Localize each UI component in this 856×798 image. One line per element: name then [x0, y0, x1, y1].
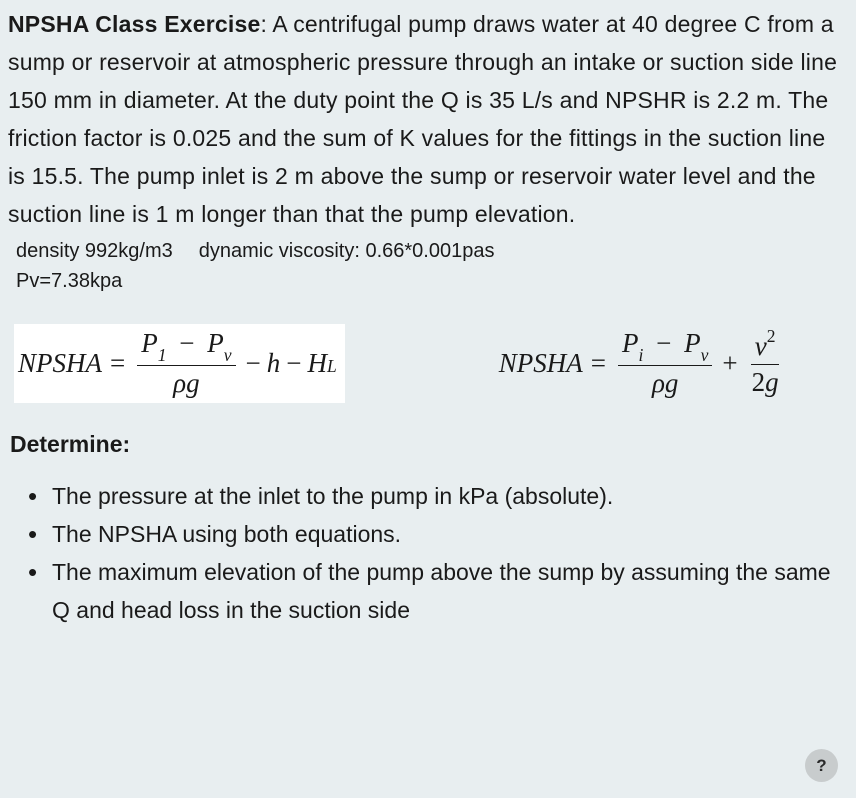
list-item: The maximum elevation of the pump above …: [28, 554, 846, 630]
param-density: density 992kg/m3: [16, 236, 173, 266]
list-item: The NPSHA using both equations.: [28, 516, 846, 554]
exercise-document: NPSHA Class Exercise: A centrifugal pump…: [0, 0, 856, 640]
exercise-title: NPSHA Class Exercise: [8, 11, 260, 37]
help-button[interactable]: ?: [805, 749, 838, 782]
problem-statement: NPSHA Class Exercise: A centrifugal pump…: [8, 6, 846, 234]
problem-body: : A centrifugal pump draws water at 40 d…: [8, 11, 837, 227]
list-item: The pressure at the inlet to the pump in…: [28, 478, 846, 516]
determine-heading: Determine:: [8, 431, 846, 458]
help-icon: ?: [816, 756, 826, 776]
param-viscosity: dynamic viscosity: 0.66*0.001pas: [199, 236, 495, 266]
npsha-equation-1: NPSHA = P1 − Pv ρg − h − HL: [14, 324, 345, 403]
equations-section: NPSHA = P1 − Pv ρg − h − HL NPSHA = Pi: [8, 324, 846, 403]
determine-list: The pressure at the inlet to the pump in…: [8, 478, 846, 630]
param-pv: Pv=7.38kpa: [16, 270, 122, 292]
npsha-equation-2: NPSHA = Pi − Pv ρg + v2 2g: [499, 328, 787, 399]
given-parameters: density 992kg/m3 dynamic viscosity: 0.66…: [8, 236, 846, 296]
